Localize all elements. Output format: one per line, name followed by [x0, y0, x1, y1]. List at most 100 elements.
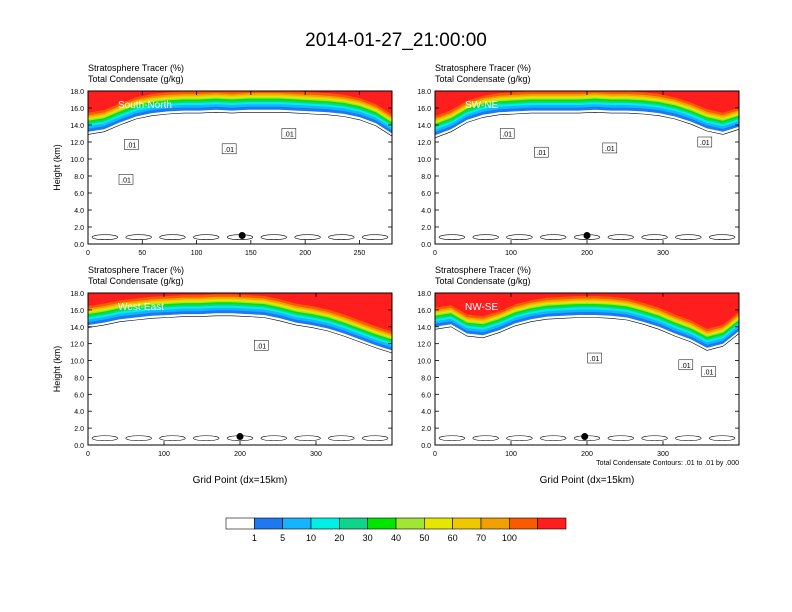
y-tick-label: 18.0	[417, 89, 431, 96]
colorbar-label: 40	[391, 533, 401, 543]
colorbar-label: 50	[419, 533, 429, 543]
colorbar-swatch	[395, 517, 425, 530]
x-tick-label: 100	[505, 250, 517, 257]
condensate-contour-top	[434, 111, 740, 139]
condensate-contour-low	[193, 435, 220, 442]
condensate-contour-low	[294, 435, 321, 442]
y-tick-label: 12.0	[70, 342, 84, 349]
x-tick-label: 100	[158, 451, 170, 458]
contour-label: .01	[605, 146, 615, 153]
y-tick-label: 14.0	[70, 325, 84, 332]
condensate-contour-low	[361, 234, 389, 240]
colorbar-swatch	[254, 517, 283, 530]
condensate-contour-low	[294, 234, 321, 240]
y-tick-label: 18.0	[417, 291, 431, 298]
x-tick-label: 300	[310, 451, 322, 458]
condensate-contour-low	[641, 435, 668, 442]
tracer-band-11	[435, 91, 739, 117]
x-tick-label: 200	[581, 250, 593, 257]
condensate-field-label: Total Condensate (g/kg)	[88, 74, 184, 84]
colorbar-label: 10	[306, 533, 316, 543]
condensate-contour-low	[159, 435, 186, 442]
contour-label-box	[254, 340, 269, 351]
condensate-contour-low	[91, 435, 119, 442]
contour-label-box	[701, 366, 716, 377]
colorbar-label: 70	[476, 533, 486, 543]
condensate-contour-low	[125, 234, 152, 240]
condensate-contour-low	[675, 435, 702, 442]
x-tick-label: 0	[86, 451, 90, 458]
colorbar-swatch	[282, 517, 312, 530]
condensate-contour-low	[708, 234, 736, 240]
condensate-contour-low	[361, 435, 389, 442]
panel-1: Stratosphere Tracer (%)Total Condensate …	[52, 63, 393, 257]
colorbar-swatch	[424, 517, 453, 530]
y-tick-label: 2.0	[421, 426, 431, 433]
y-axis-title: Height (km)	[52, 144, 62, 191]
contour-label: .01	[127, 143, 137, 150]
contour-label-box	[534, 146, 549, 158]
y-tick-label: 18.0	[70, 89, 84, 96]
y-tick-label: 6.0	[74, 191, 84, 198]
condensate-contour-low	[260, 234, 287, 240]
colorbar-label: 5	[280, 533, 285, 543]
y-tick-label: 4.0	[421, 208, 431, 215]
contour-label: .01	[590, 356, 600, 363]
tracer-band-7	[88, 91, 392, 122]
contour-label-box	[221, 143, 237, 155]
x-tick-label: 0	[433, 250, 437, 257]
contour-footnote: Total Condensate Contours: .01 to .01 by…	[596, 460, 739, 467]
panel-2: Stratosphere Tracer (%)Total Condensate …	[417, 63, 740, 257]
x-tick-label: 300	[657, 451, 669, 458]
y-tick-label: 12.0	[417, 140, 431, 147]
y-tick-label: 0.0	[74, 242, 84, 249]
tracer-band-11	[88, 91, 392, 115]
contour-label: .01	[681, 363, 691, 370]
x-axis-title: Grid Point (dx=15km)	[540, 475, 635, 486]
condensate-contour-top	[87, 315, 393, 354]
y-tick-label: 14.0	[417, 325, 431, 332]
contour-label: .01	[224, 147, 234, 154]
y-tick-label: 0.0	[421, 443, 431, 450]
x-tick-label: 0	[433, 451, 437, 458]
colorbar: 1 5 10 20 30 40 50 60 70 100	[225, 517, 567, 543]
y-tick-label: 8.0	[74, 174, 84, 181]
y-tick-label: 6.0	[74, 392, 84, 399]
condensate-contour-top	[434, 317, 740, 351]
colorbar-swatch	[480, 517, 510, 530]
condensate-contour-low	[260, 435, 287, 442]
x-tick-label: 300	[657, 250, 669, 257]
contour-label: .01	[256, 343, 266, 350]
contour-label: .01	[704, 370, 714, 377]
condensate-contour-low	[328, 435, 355, 442]
contour-label: .01	[284, 132, 294, 139]
panel-label: South-North	[118, 100, 172, 111]
contour-label: .01	[537, 150, 547, 157]
condensate-field-label: Total Condensate (g/kg)	[435, 74, 531, 84]
y-axis-title: Height (km)	[52, 346, 62, 393]
y-tick-label: 8.0	[421, 174, 431, 181]
tracer-band-8	[88, 91, 392, 120]
condensate-contour-low	[328, 234, 355, 240]
condensate-contour-low	[472, 435, 499, 442]
y-tick-label: 2.0	[74, 225, 84, 232]
contour-label-box	[281, 128, 297, 139]
tracer-band-9	[435, 91, 739, 121]
condensate-contour-low	[607, 234, 634, 240]
y-tick-label: 14.0	[417, 123, 431, 130]
y-tick-label: 4.0	[74, 409, 84, 416]
y-tick-label: 10.0	[70, 359, 84, 366]
condensate-field-label: Total Condensate (g/kg)	[435, 276, 531, 286]
x-tick-label: 100	[191, 250, 203, 257]
y-tick-label: 18.0	[70, 291, 84, 298]
y-tick-label: 6.0	[421, 191, 431, 198]
y-tick-label: 16.0	[70, 106, 84, 113]
condensate-contour-low	[159, 234, 186, 240]
x-tick-label: 200	[581, 451, 593, 458]
y-tick-label: 10.0	[417, 157, 431, 164]
condensate-contour-low	[91, 234, 119, 240]
y-tick-label: 12.0	[417, 342, 431, 349]
panel-label: West-East	[118, 302, 164, 313]
x-tick-label: 0	[86, 250, 90, 257]
